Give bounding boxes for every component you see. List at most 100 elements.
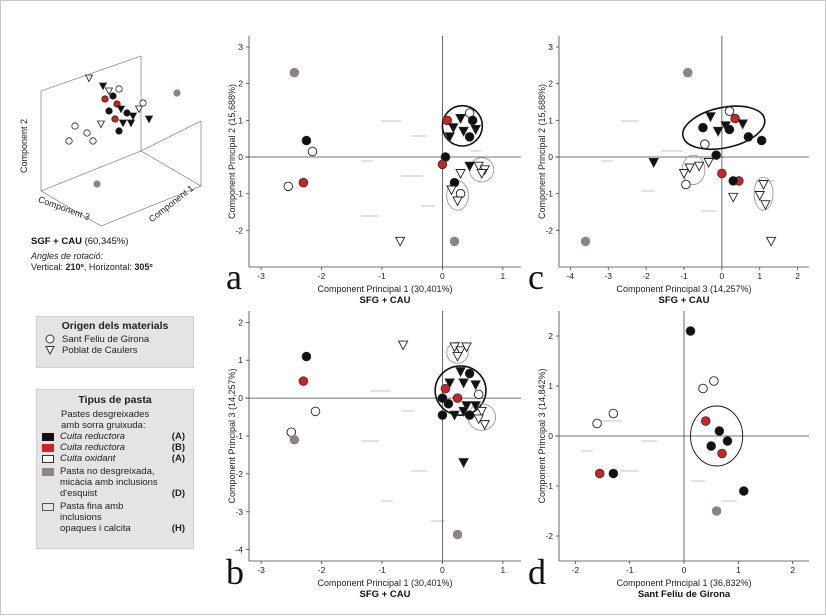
- data-point-circle: [728, 176, 738, 186]
- angles-label: Angles de rotació:: [31, 251, 104, 261]
- y-axis-label: Component Principal 2 (15,688%): [227, 84, 237, 219]
- data-point-circle: [301, 351, 312, 362]
- data-point-circle: [683, 67, 693, 78]
- data-point-triangle: [461, 342, 472, 353]
- x-tick-label: -1: [626, 565, 634, 575]
- angles-values: Vertical: 210º, Horizontal: 305º: [31, 262, 153, 272]
- data-point-triangle: [678, 169, 690, 179]
- data-point-triangle: [449, 410, 460, 421]
- pca3d-point-triangle: [84, 74, 94, 83]
- y-tick-label: 3: [238, 42, 243, 52]
- data-point-triangle: [458, 406, 469, 417]
- x-tick-label: -2: [642, 271, 650, 281]
- y-tick-label: -2: [545, 225, 553, 235]
- legend-paste-label: Cuita reductora: [60, 431, 125, 442]
- data-point-triangle: [470, 401, 481, 412]
- legend-paste-item-H: Pasta fina amb inclusions opaques i calc…: [41, 501, 185, 534]
- data-point-triangle: [737, 119, 748, 130]
- legend-origin-title: Origen dels materials: [61, 320, 169, 332]
- pca3d-point-triangle: [144, 115, 154, 124]
- data-point-triangle: [705, 112, 716, 123]
- data-point-triangle: [470, 380, 481, 391]
- data-point-circle: [724, 106, 735, 116]
- data-point-triangle: [452, 352, 463, 362]
- x-axis-sublabel: SFG + CAU: [659, 295, 710, 306]
- data-point-circle: [443, 399, 454, 409]
- group-ellipse: [441, 104, 484, 147]
- data-point-triangle: [712, 126, 724, 137]
- y-tick-label: -2: [235, 469, 243, 479]
- legend-origin-label: Poblat de Caulers: [62, 345, 138, 356]
- pca3d-point-circle: [65, 137, 73, 145]
- pca3d-point-triangle: [128, 112, 138, 121]
- data-point-circle: [467, 115, 478, 126]
- legend-paste-intro: Pastes desgreixades: [61, 409, 150, 420]
- x-tick-label: -3: [604, 271, 612, 281]
- y-tick-label: 2: [238, 79, 243, 89]
- data-point-circle: [724, 124, 735, 135]
- swatch-lightgray-icon: [42, 503, 54, 511]
- x-tick-label: -2: [318, 565, 326, 575]
- y-tick-label: -2: [235, 225, 243, 235]
- x-tick-label: 1: [500, 565, 505, 575]
- data-point-triangle: [684, 163, 695, 174]
- x-tick-label: -1: [378, 565, 386, 575]
- triangle-symbol-icon: [45, 346, 55, 355]
- legend-paste-label: d'esquist: [60, 488, 98, 499]
- panel-letter: c: [528, 257, 544, 297]
- x-tick-label: 1: [736, 565, 741, 575]
- y-tick-label: 1: [238, 355, 243, 365]
- data-point-circle: [464, 410, 475, 420]
- scatter-panel-d: -2 -1 0 1 2 -2 -1 0 1 2 Component Principal 1 (36,…: [528, 311, 809, 600]
- y-axis-label: Component Principal 2 (15,688%): [537, 84, 547, 219]
- x-tick-label: 2: [790, 565, 795, 575]
- data-point-triangle: [461, 401, 472, 412]
- panel-letter: a: [226, 257, 242, 297]
- group-ellipse: [434, 365, 487, 416]
- legend-paste-item-A: Cuita reductora (A): [41, 431, 185, 442]
- data-point-circle: [592, 418, 602, 429]
- data-point-circle: [301, 135, 312, 146]
- panel-letter: d: [528, 552, 546, 592]
- data-point-circle: [685, 326, 696, 336]
- x-axis-label: Component Principal 3 (14,257%): [616, 284, 751, 294]
- legend-paste-code: (A): [171, 453, 185, 464]
- data-point-circle: [464, 132, 475, 142]
- pca3d-axis-label-x: Component 3: [37, 194, 91, 222]
- data-point-triangle: [444, 378, 455, 389]
- x-axis-label: Component Principal 1 (30,401%): [317, 284, 452, 294]
- y-tick-label: -2: [545, 531, 553, 541]
- pca3d-box-edge: [100, 185, 202, 227]
- pca3d-box-edge: [40, 55, 142, 92]
- pca3d-point-circle: [83, 129, 91, 137]
- pca3d-point-circle: [71, 122, 79, 130]
- x-tick-label: -4: [567, 271, 575, 281]
- data-point-circle: [437, 410, 448, 420]
- legend-origin-item: Sant Feliu de Girona: [43, 334, 193, 345]
- data-point-circle: [714, 426, 725, 436]
- x-tick-label: 0: [440, 565, 445, 575]
- data-point-triangle: [444, 132, 455, 143]
- legend-paste-intro: amb sorra gruixuda:: [61, 420, 146, 431]
- x-tick-label: -2: [572, 565, 580, 575]
- data-point-circle: [706, 441, 716, 451]
- data-point-circle: [756, 135, 767, 146]
- data-point-triangle: [446, 185, 457, 196]
- legend-origin: Origen dels materials Sant Feliu de Giro…: [36, 316, 194, 368]
- data-point-triangle: [397, 340, 409, 351]
- legend-paste-item-O: Cuita oxidant (A): [41, 453, 185, 464]
- data-point-circle: [298, 177, 309, 188]
- x-tick-label: 2: [795, 271, 800, 281]
- y-tick-label: 0: [238, 152, 243, 162]
- data-point-circle: [711, 506, 722, 516]
- y-tick-label: 0: [238, 393, 243, 403]
- data-point-circle: [449, 236, 460, 247]
- scatter-panel-b: -3 -2 -1 0 1 -4 -3 -2 -1 0 1 2 Component Principal 1…: [226, 311, 521, 600]
- data-point-circle: [739, 486, 749, 496]
- data-point-circle: [580, 236, 591, 247]
- y-tick-label: -3: [235, 507, 243, 517]
- data-point-circle: [283, 181, 294, 192]
- data-point-circle: [608, 468, 619, 479]
- y-tick-label: 1: [548, 115, 553, 125]
- x-tick-label: -3: [257, 565, 265, 575]
